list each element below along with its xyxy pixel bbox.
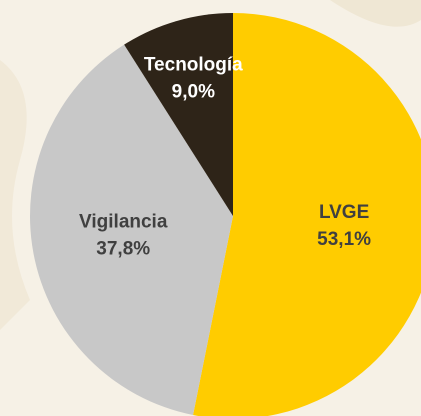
slice-value-label: 9,0%: [172, 82, 215, 103]
map-shape: [330, 0, 421, 27]
slice-value-label: 37,8%: [96, 238, 150, 259]
pie-slice: [30, 44, 234, 416]
slice-label: Vigilancia: [79, 211, 168, 232]
slice-label: Tecnología: [144, 55, 243, 76]
map-shape: [0, 60, 30, 330]
pie-slice: [124, 13, 233, 216]
pie-slice: [193, 13, 421, 416]
slice-label: LVGE: [319, 202, 369, 223]
slice-value-label: 53,1%: [317, 229, 371, 250]
